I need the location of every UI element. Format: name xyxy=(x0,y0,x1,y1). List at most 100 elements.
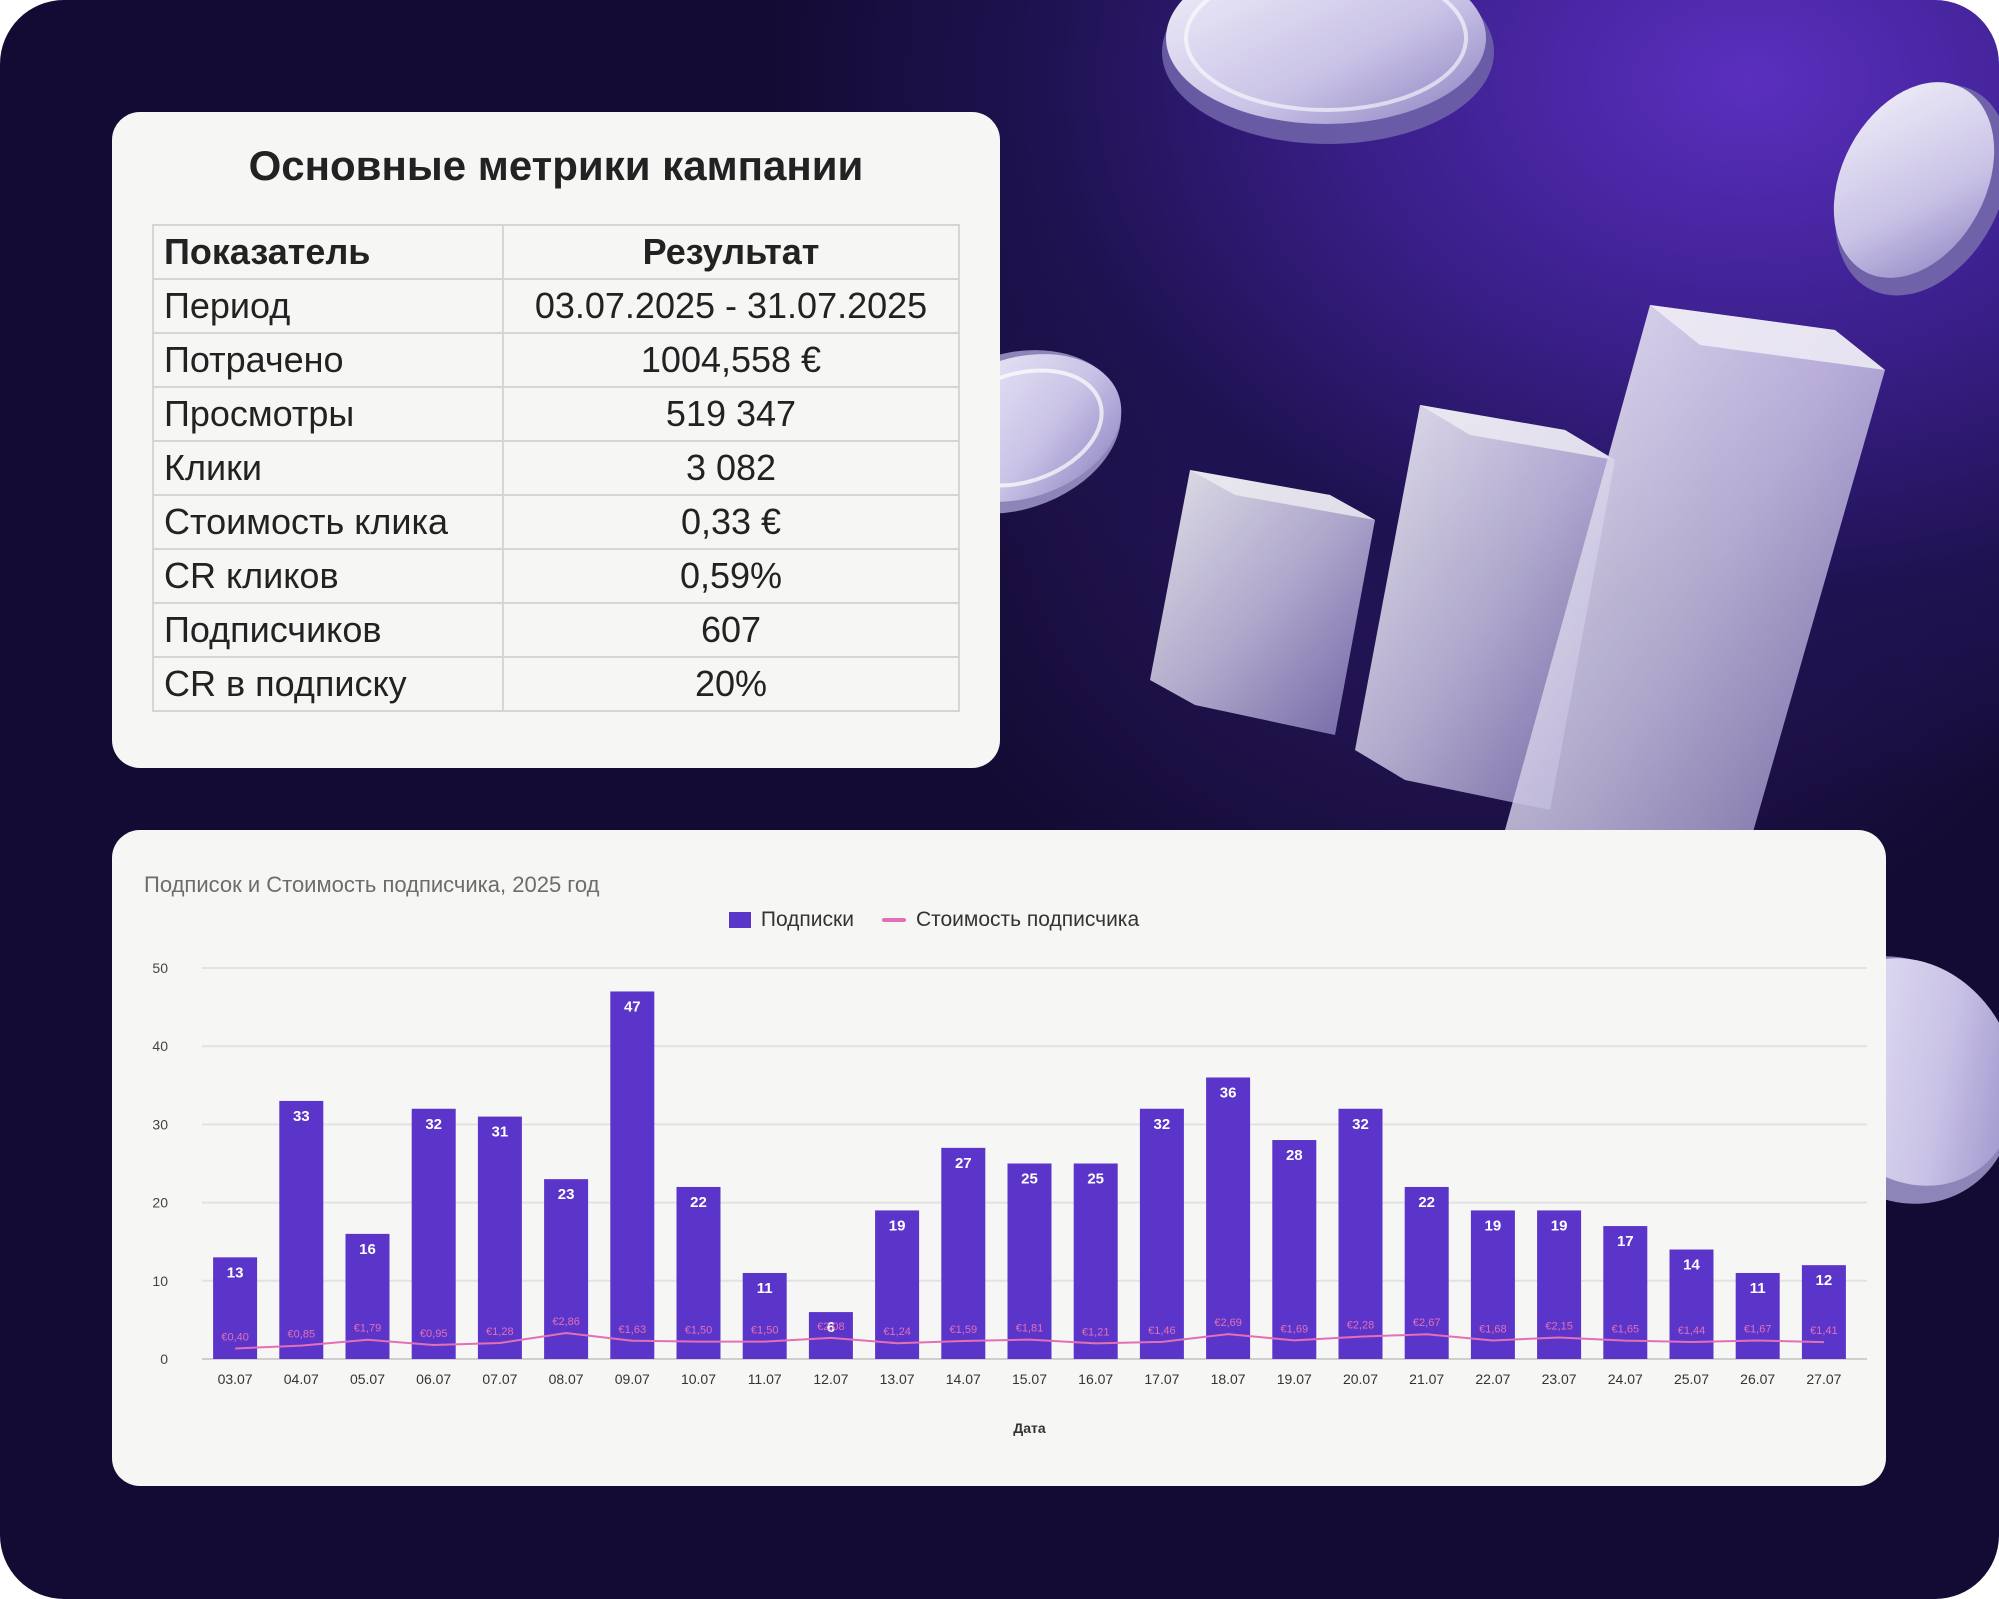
bar xyxy=(875,1210,920,1359)
cost-data-label: €2,69 xyxy=(1214,1317,1242,1329)
bar-data-label: 11 xyxy=(1750,1280,1766,1297)
row-label: CR кликов xyxy=(152,548,504,604)
bar-data-label: 28 xyxy=(1286,1147,1303,1164)
chart-legend: Подписки Стоимость подписчика xyxy=(112,908,1886,932)
cost-data-label: €0,40 xyxy=(221,1331,249,1343)
x-tick-label: 16.07 xyxy=(1078,1371,1113,1387)
cost-data-label: €1,63 xyxy=(619,1324,647,1336)
row-value: 20% xyxy=(502,656,960,712)
bar xyxy=(213,1257,258,1359)
x-tick-label: 25.07 xyxy=(1674,1371,1709,1387)
cost-data-label: €0,95 xyxy=(420,1328,448,1340)
row-value: 0,33 € xyxy=(502,494,960,550)
bar xyxy=(1537,1210,1582,1359)
x-tick-label: 07.07 xyxy=(482,1371,517,1387)
y-tick-label: 40 xyxy=(152,1038,168,1054)
bar-data-label: 16 xyxy=(359,1241,376,1258)
legend-item-subscriptions[interactable]: Подписки xyxy=(728,908,854,932)
row-value: 0,59% xyxy=(502,548,960,604)
x-tick-label: 21.07 xyxy=(1409,1371,1444,1387)
cost-data-label: €1,79 xyxy=(354,1323,382,1335)
x-tick-label: 13.07 xyxy=(880,1371,915,1387)
bar xyxy=(676,1186,721,1359)
bar xyxy=(1272,1140,1317,1359)
row-label: Клики xyxy=(152,440,504,496)
bar xyxy=(1073,1163,1118,1359)
row-label: Подписчиков xyxy=(152,602,504,658)
x-tick-label: 14.07 xyxy=(946,1371,981,1387)
legend-label: Подписки xyxy=(760,908,854,931)
bar xyxy=(610,991,655,1359)
cost-data-label: €2,28 xyxy=(1347,1320,1375,1332)
cost-data-label: €1,50 xyxy=(751,1325,779,1337)
coin-icon xyxy=(1162,0,1494,144)
y-tick-label: 20 xyxy=(152,1195,168,1211)
bar-data-label: 31 xyxy=(492,1124,509,1141)
bar-data-label: 22 xyxy=(1418,1194,1435,1211)
x-tick-label: 27.07 xyxy=(1806,1371,1841,1387)
legend-line-swatch xyxy=(881,918,906,922)
x-tick-label: 23.07 xyxy=(1542,1371,1577,1387)
bar xyxy=(742,1272,787,1359)
bar-data-label: 14 xyxy=(1683,1257,1700,1274)
x-tick-label: 11.07 xyxy=(748,1371,782,1387)
glass-bar-chart-icon xyxy=(1150,305,1885,895)
cost-data-label: €1,68 xyxy=(1479,1323,1507,1335)
x-tick-label: 17.07 xyxy=(1144,1371,1179,1387)
row-label: Потрачено xyxy=(152,332,504,388)
y-tick-label: 10 xyxy=(152,1273,168,1289)
x-tick-label: 03.07 xyxy=(218,1371,253,1387)
bar-data-label: 19 xyxy=(1551,1217,1568,1234)
x-tick-label: 20.07 xyxy=(1343,1371,1378,1387)
cost-data-label: €1,41 xyxy=(1810,1325,1838,1337)
bar-data-label: 13 xyxy=(227,1264,244,1281)
cost-data-label: €1,21 xyxy=(1082,1326,1110,1338)
table-row: Период 03.07.2025 - 31.07.2025 xyxy=(152,278,960,334)
row-value: 607 xyxy=(502,602,960,658)
bar-data-label: 25 xyxy=(1087,1171,1104,1188)
x-tick-label: 22.07 xyxy=(1475,1371,1510,1387)
bar xyxy=(1735,1272,1780,1359)
legend-item-cost[interactable]: Стоимость подписчика xyxy=(881,908,1140,932)
table-header-row: Показатель Результат xyxy=(152,224,960,280)
table-row: Клики 3 082 xyxy=(152,440,960,496)
header-result: Результат xyxy=(502,224,960,280)
chart-plot: 0 10 20 30 40 50 13 03.07 33 04.07 16 05.07 32 06.07 3… xyxy=(152,960,1867,1436)
bar-data-label: 33 xyxy=(293,1108,310,1125)
cost-data-label: €1,44 xyxy=(1678,1325,1706,1337)
row-value: 3 082 xyxy=(502,440,960,496)
bar xyxy=(477,1116,522,1359)
x-tick-label: 06.07 xyxy=(416,1371,451,1387)
bar xyxy=(1603,1226,1648,1359)
x-tick-label: 12.07 xyxy=(813,1371,848,1387)
x-tick-label: 19.07 xyxy=(1277,1371,1312,1387)
legend-label: Стоимость подписчика xyxy=(915,908,1140,931)
table-row: Стоимость клика 0,33 € xyxy=(152,494,960,550)
metrics-title: Основные метрики кампании xyxy=(248,142,864,189)
row-value: 1004,558 € xyxy=(502,332,960,388)
table-row: Подписчиков 607 xyxy=(152,602,960,658)
bar-data-label: 11 xyxy=(757,1280,773,1297)
cost-data-label: €1,24 xyxy=(883,1326,911,1338)
bar xyxy=(1404,1186,1449,1359)
bar xyxy=(345,1233,390,1359)
y-tick-label: 50 xyxy=(152,960,168,976)
bar-data-label: 17 xyxy=(1617,1233,1634,1250)
cost-data-label: €0,85 xyxy=(288,1329,316,1341)
x-axis-label: Дата xyxy=(1013,1420,1046,1436)
chart-title: Подписок и Стоимость подписчика, 2025 го… xyxy=(144,872,600,897)
row-label: Период xyxy=(152,278,504,334)
y-tick-label: 0 xyxy=(160,1351,168,1367)
x-tick-label: 18.07 xyxy=(1211,1371,1246,1387)
cost-data-label: €2,08 xyxy=(817,1321,845,1333)
bar-data-label: 25 xyxy=(1021,1171,1038,1188)
bar-data-label: 32 xyxy=(1154,1116,1171,1133)
bar-data-label: 6 xyxy=(827,1319,835,1336)
bar-data-label: 19 xyxy=(889,1217,906,1234)
chart-card: Подписок и Стоимость подписчика, 2025 го… xyxy=(112,830,1886,1486)
bar xyxy=(1801,1265,1846,1359)
x-tick-label: 08.07 xyxy=(549,1371,584,1387)
cost-line xyxy=(235,1332,1824,1350)
x-tick-label: 04.07 xyxy=(284,1371,319,1387)
